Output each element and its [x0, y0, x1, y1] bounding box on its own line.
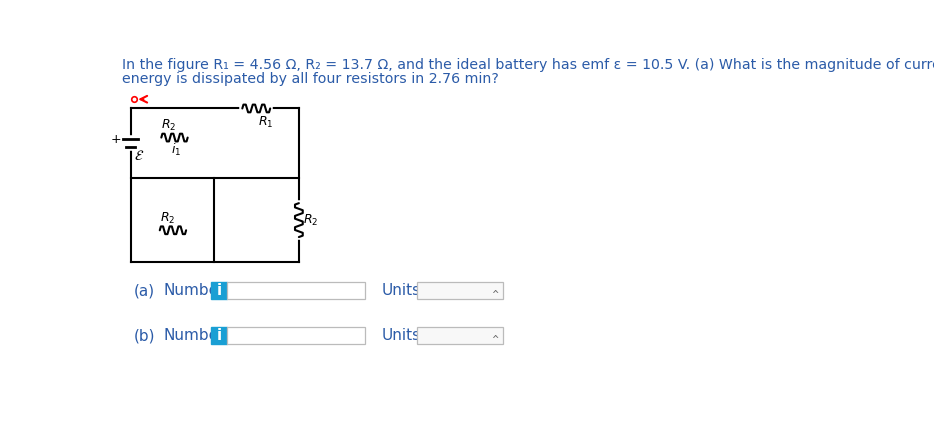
Text: $R_1$: $R_1$: [258, 115, 274, 130]
Text: (a): (a): [134, 284, 155, 299]
Text: Number: Number: [163, 284, 225, 299]
Text: $R_2$: $R_2$: [162, 118, 177, 133]
Text: Units: Units: [382, 284, 421, 299]
Bar: [211, 282, 227, 299]
Bar: [417, 327, 502, 344]
Text: $R_2$: $R_2$: [303, 212, 318, 228]
Text: i: i: [217, 328, 221, 343]
Text: (b): (b): [134, 328, 155, 343]
Text: Number: Number: [163, 328, 225, 343]
Text: ‹: ‹: [487, 334, 500, 339]
Text: Units: Units: [382, 328, 421, 343]
Bar: [227, 282, 365, 299]
Text: ‹: ‹: [487, 289, 500, 294]
Text: $R_2$: $R_2$: [160, 211, 175, 226]
Bar: [227, 327, 365, 344]
Text: In the figure R₁ = 4.56 Ω, R₂ = 13.7 Ω, and the ideal battery has emf ε = 10.5 V: In the figure R₁ = 4.56 Ω, R₂ = 13.7 Ω, …: [122, 58, 934, 73]
Text: $i_1$: $i_1$: [171, 142, 181, 158]
Bar: [211, 327, 227, 344]
Bar: [417, 282, 502, 299]
Text: i: i: [217, 284, 221, 299]
Text: +: +: [111, 133, 121, 146]
Text: $\mathcal{E}$: $\mathcal{E}$: [134, 149, 144, 163]
Text: energy is dissipated by all four resistors in 2.76 min?: energy is dissipated by all four resisto…: [122, 72, 499, 85]
